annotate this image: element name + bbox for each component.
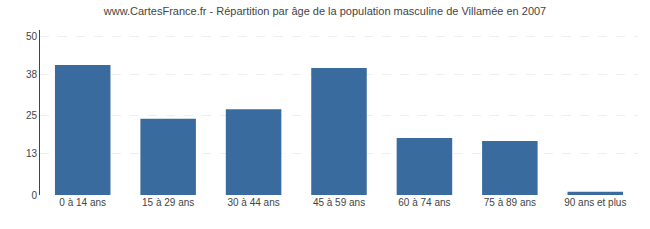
svg-text:0 à 14 ans: 0 à 14 ans <box>59 197 106 208</box>
svg-text:90 ans et plus: 90 ans et plus <box>564 197 626 208</box>
svg-text:15 à 29 ans: 15 à 29 ans <box>142 197 194 208</box>
svg-text:0: 0 <box>31 190 37 201</box>
svg-text:13: 13 <box>26 148 38 159</box>
svg-text:45 à 59 ans: 45 à 59 ans <box>313 197 365 208</box>
svg-text:38: 38 <box>26 69 38 80</box>
svg-text:30 à 44 ans: 30 à 44 ans <box>227 197 279 208</box>
svg-text:75 à 89 ans: 75 à 89 ans <box>484 197 536 208</box>
svg-text:www.CartesFrance.fr - Répartit: www.CartesFrance.fr - Répartition par âg… <box>103 5 547 17</box>
svg-text:60 à 74 ans: 60 à 74 ans <box>398 197 450 208</box>
svg-text:25: 25 <box>26 110 38 121</box>
svg-text:50: 50 <box>26 31 38 42</box>
